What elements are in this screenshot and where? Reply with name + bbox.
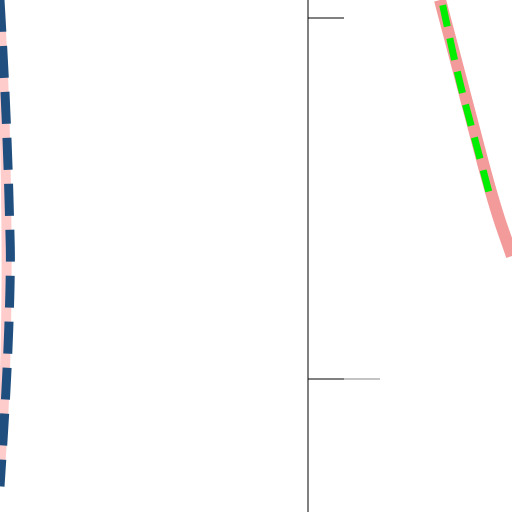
series-line-left-blue-dashed [0,0,15,487]
right-panel [434,0,512,258]
series-line-left-pink [0,9,12,476]
series-line-right-green-dashed [439,4,494,199]
left-panel [0,0,15,487]
y-axis [307,0,380,512]
